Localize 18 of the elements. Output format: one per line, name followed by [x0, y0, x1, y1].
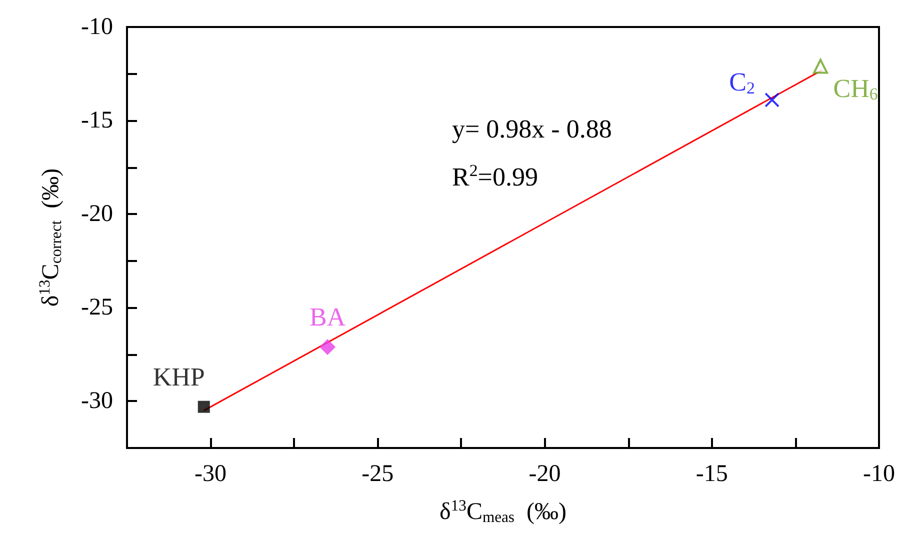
x-tick-label: -10	[863, 461, 895, 487]
y-tick-label: -20	[81, 201, 113, 228]
x-tick-label: -25	[362, 461, 394, 487]
point	[764, 92, 780, 108]
y-tick-label: -10	[81, 14, 113, 40]
series-label: BA	[309, 302, 346, 332]
annotation: y= 0.98x - 0.88	[452, 114, 612, 144]
x-tick-label: -15	[696, 461, 728, 487]
y-axis-title: δ13Ccorrect (‰)	[36, 168, 65, 307]
y-tick-label: -15	[81, 108, 113, 134]
point	[813, 58, 828, 74]
series-label: KHP	[152, 362, 205, 392]
point	[320, 338, 336, 355]
y-tick-label: -25	[81, 294, 113, 321]
point	[198, 400, 210, 413]
x-tick-label: -30	[194, 461, 227, 487]
x-tick-label: -20	[528, 461, 561, 487]
y-tick-label: -30	[81, 388, 113, 414]
